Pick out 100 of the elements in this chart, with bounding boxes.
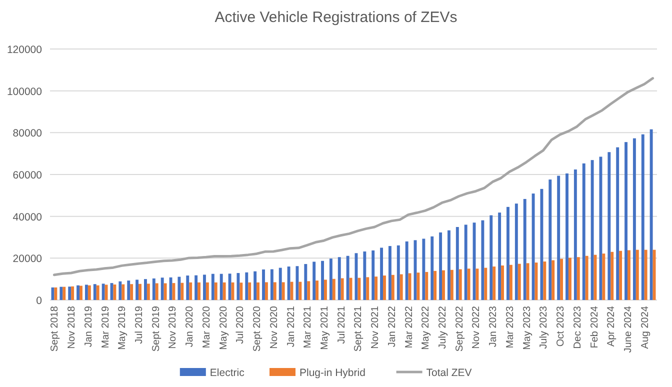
bar: [490, 215, 493, 300]
bar: [254, 271, 257, 300]
bar: [144, 279, 147, 300]
bar: [548, 180, 552, 300]
bar: [456, 227, 459, 300]
bar: [526, 263, 530, 300]
bar: [324, 280, 327, 300]
bar: [619, 250, 622, 300]
bar: [346, 256, 350, 300]
bar: [93, 284, 96, 300]
bar: [270, 269, 274, 300]
bar: [298, 282, 302, 300]
bar: [434, 270, 437, 300]
x-tick-label: Oct 2023: [556, 306, 567, 347]
bar: [164, 283, 167, 300]
bar: [206, 282, 209, 300]
bar: [400, 274, 403, 300]
x-tick-label: June 2024: [622, 306, 634, 353]
bar: [450, 270, 454, 300]
bar: [627, 250, 630, 300]
bar: [405, 241, 408, 300]
bar: [616, 147, 620, 300]
bar: [60, 286, 63, 300]
bar: [498, 212, 502, 300]
bar: [514, 204, 518, 300]
y-tick-label: 60000: [12, 170, 42, 182]
bar: [492, 266, 496, 300]
chart-title: Active Vehicle Registrations of ZEVs: [214, 9, 458, 26]
bar: [430, 236, 434, 300]
x-tick-label: Mar 2022: [404, 306, 415, 348]
bar: [388, 246, 392, 300]
bar: [321, 260, 324, 300]
bar: [636, 250, 639, 300]
bar: [88, 285, 91, 300]
bar: [552, 260, 555, 300]
bar: [543, 262, 546, 300]
x-tick-label: Feb 2024: [589, 306, 600, 348]
bar: [130, 284, 134, 300]
bar: [155, 283, 158, 300]
bar: [602, 254, 606, 300]
bar: [203, 274, 206, 300]
bar: [62, 286, 66, 300]
x-tick-label: May 2021: [319, 306, 330, 350]
bar: [372, 250, 375, 300]
bar: [76, 285, 80, 300]
bar: [574, 169, 577, 300]
bar: [557, 176, 560, 300]
bar: [256, 282, 260, 300]
bar: [146, 284, 150, 300]
x-tick-label: May 2019: [117, 306, 128, 350]
bar: [80, 286, 82, 300]
bar: [186, 276, 190, 300]
bar: [439, 232, 442, 300]
bar: [172, 283, 176, 300]
bar: [484, 268, 488, 300]
bar: [383, 276, 386, 300]
bar: [481, 220, 484, 300]
bar: [568, 258, 572, 300]
bar: [425, 272, 428, 300]
bar: [518, 264, 521, 300]
bar: [358, 278, 361, 300]
x-tick-label: Sept 2018: [50, 306, 61, 352]
x-tick-label: Jan 2019: [83, 306, 94, 348]
x-tick-label: Nov 2022: [471, 306, 482, 349]
bar: [214, 282, 218, 300]
bar: [211, 274, 214, 300]
legend-label: Plug-in Hybrid: [300, 367, 366, 379]
bar: [307, 281, 310, 300]
bar: [442, 270, 445, 300]
bar: [96, 285, 100, 300]
bar: [467, 268, 470, 300]
bar: [509, 264, 512, 300]
x-tick-label: Nov 2020: [268, 306, 280, 349]
bar: [464, 224, 468, 300]
bar: [624, 142, 628, 300]
bar: [122, 284, 125, 300]
x-tick-label: May 2022: [420, 306, 432, 350]
bar: [610, 252, 614, 300]
x-tick-label: Aug 2024: [640, 306, 651, 349]
x-tick-label: May 2023: [522, 306, 533, 350]
x-tick-label: Sept 2021: [353, 306, 364, 352]
x-tick-label: Jan 2020: [184, 306, 196, 348]
bar: [458, 269, 462, 300]
bar: [287, 266, 290, 300]
bar: [262, 269, 265, 300]
x-tick-label: Mar 2023: [504, 306, 516, 348]
x-tick-label: Mar 2021: [302, 306, 314, 348]
bar: [189, 282, 192, 300]
bar: [194, 275, 198, 300]
legend-label: Total ZEV: [426, 367, 472, 379]
bar: [338, 257, 341, 300]
bar: [340, 278, 344, 300]
bar: [532, 194, 535, 300]
bar: [71, 286, 74, 300]
bar: [366, 277, 370, 300]
bar: [54, 287, 58, 300]
x-tick-label: Mar 2020: [201, 306, 212, 348]
bar: [152, 278, 156, 300]
bar: [178, 276, 181, 300]
bar: [127, 280, 130, 300]
